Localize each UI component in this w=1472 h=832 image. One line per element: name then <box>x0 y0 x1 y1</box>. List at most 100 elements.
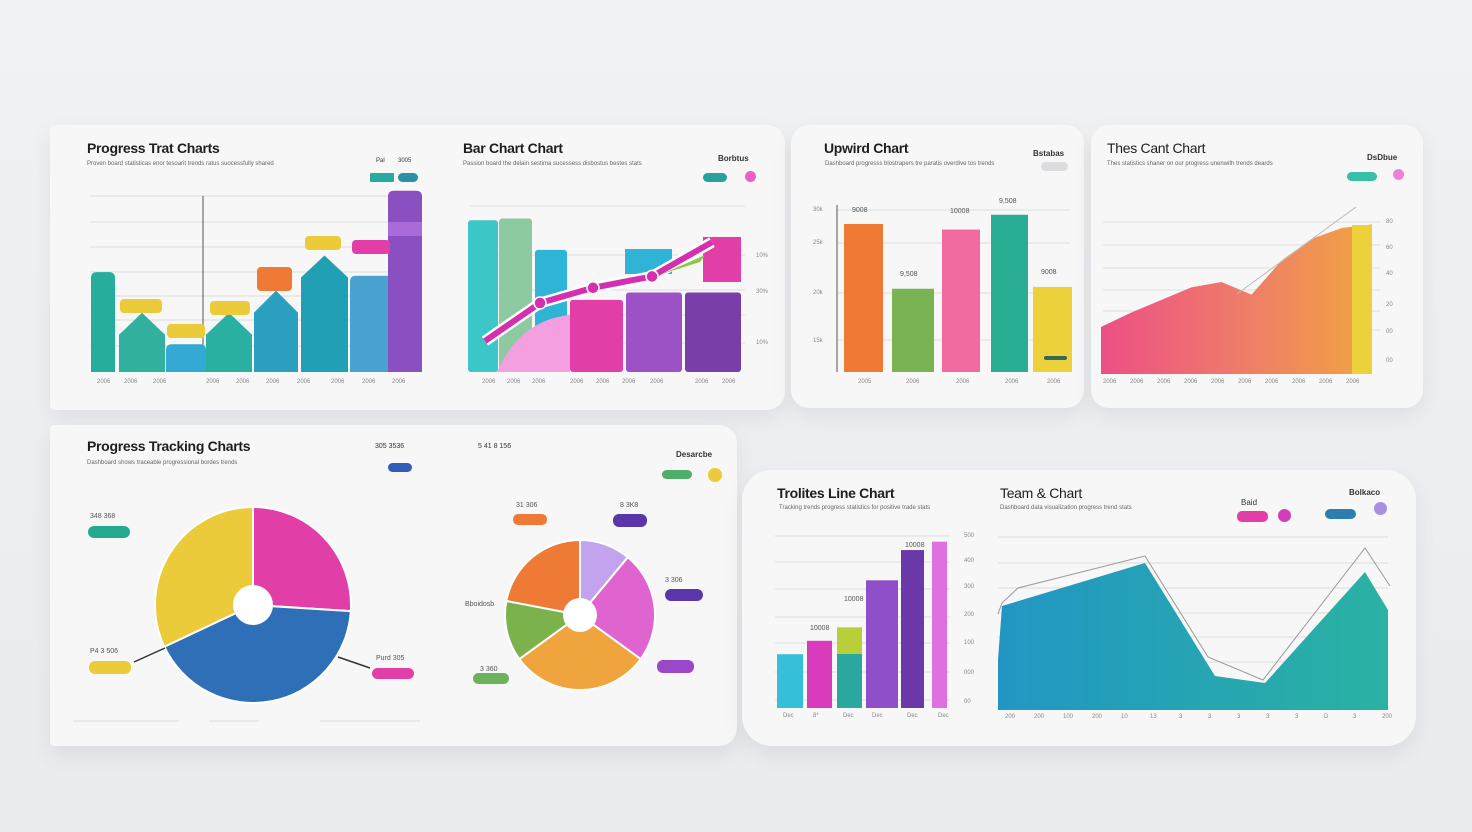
bar <box>807 640 832 708</box>
tick-label: 2006 <box>297 379 311 385</box>
legend-swatch[interactable] <box>398 173 418 182</box>
bar <box>301 255 348 372</box>
tick-label: 3 <box>1295 714 1299 720</box>
leader-line <box>133 647 166 663</box>
chart-subtitle: Proven board statisticas enor tesoarit t… <box>87 161 274 167</box>
tick-label: 8* <box>813 713 819 719</box>
pie-label-pill <box>89 661 131 674</box>
tick-label: 2006 <box>206 379 220 385</box>
legend-label: 305 3536 <box>375 443 405 450</box>
value-tag <box>352 240 390 254</box>
legend-label: Borbtus <box>718 154 749 163</box>
legend-swatch[interactable] <box>1325 509 1356 519</box>
data-label: 9008 <box>852 207 868 214</box>
tick-label: 10% <box>756 253 769 259</box>
pie-slice <box>517 613 643 691</box>
tick-label: 2006 <box>650 379 664 385</box>
data-label: 8 3K8 <box>620 502 639 509</box>
bar <box>844 224 883 372</box>
bar <box>570 299 623 372</box>
bar <box>206 312 252 372</box>
leader-line <box>337 656 371 669</box>
legend-dot[interactable] <box>1393 169 1404 180</box>
pie-slice <box>505 538 581 617</box>
bar-segment <box>837 654 862 708</box>
chart-subtitle: Dashboard data visualization progress tr… <box>1000 505 1132 511</box>
tick-label: Dec <box>783 713 794 719</box>
tick-label: 2006 <box>570 379 584 385</box>
pie-label-pill <box>513 514 547 525</box>
tick-label: 2006 <box>1346 379 1360 385</box>
area-fill <box>497 315 570 372</box>
chart-title: Progress Trat Charts <box>87 140 220 156</box>
chart-subtitle: Dashboard shows traceable progressional … <box>87 460 238 466</box>
pie-label-pill <box>657 660 694 673</box>
tick-label: 2006 <box>507 379 521 385</box>
data-label: 3 360 <box>480 666 498 673</box>
legend-swatch[interactable] <box>1237 511 1268 522</box>
bar <box>777 654 803 708</box>
tick-label: 15k <box>813 338 823 344</box>
value-tag <box>210 301 250 315</box>
tick-label: 2005 <box>858 379 872 385</box>
tick-label: 100 <box>964 640 975 646</box>
line-point <box>533 296 547 310</box>
legend-label: Baid <box>1241 498 1258 507</box>
tick-label: 2006 <box>1130 379 1144 385</box>
legend-swatch[interactable] <box>388 463 412 472</box>
data-label: 9008 <box>1041 269 1057 276</box>
tick-label: Dec <box>843 713 854 719</box>
bar-segment <box>388 222 422 236</box>
line-point <box>586 281 600 295</box>
legend-label: Bolkaco <box>1349 488 1381 497</box>
legend-dot[interactable] <box>1278 509 1291 522</box>
tick-label: 2006 <box>1184 379 1198 385</box>
tick-label: Dec <box>907 713 918 719</box>
data-label: 10008 <box>810 625 830 632</box>
area-fill <box>1101 224 1372 374</box>
data-label: P4 3 506 <box>90 648 119 655</box>
legend-swatch[interactable] <box>703 173 727 182</box>
data-label: 9,508 <box>999 198 1017 205</box>
area-fill <box>998 563 1388 710</box>
legend-swatch[interactable] <box>1041 162 1068 171</box>
legend-dot[interactable] <box>1374 502 1387 515</box>
chart-subtitle: Thes statistics shaner on our progress u… <box>1107 161 1273 167</box>
tick-label: 40 <box>1386 271 1393 277</box>
legend-swatch[interactable] <box>370 173 394 182</box>
tick-label: 2006 <box>1047 379 1061 385</box>
line-point <box>645 269 659 284</box>
legend-swatch[interactable] <box>662 470 692 479</box>
bar <box>468 220 498 372</box>
pie-label-pill <box>473 673 509 684</box>
tick-label: 60 <box>1386 245 1393 251</box>
tick-label: 3 <box>1353 714 1357 720</box>
tick-label: 200 <box>964 612 975 618</box>
data-label: 9,508 <box>900 271 918 278</box>
legend-swatch[interactable] <box>1347 172 1377 181</box>
tick-label: 2006 <box>695 379 709 385</box>
tick-label: 2006 <box>153 379 167 385</box>
bar <box>866 580 898 708</box>
tick-label: 2006 <box>266 379 280 385</box>
chart-subtitle: Tracking trends progress statistics for … <box>779 505 931 511</box>
tick-label: 300 <box>964 584 975 590</box>
chart-title: Progress Tracking Charts <box>87 438 251 454</box>
tick-label: 500 <box>964 533 975 539</box>
legend-dot[interactable] <box>708 468 722 482</box>
tick-label: 2006 <box>392 379 406 385</box>
pie-label-pill <box>613 514 647 527</box>
pie-slice <box>154 505 254 649</box>
value-tag <box>120 299 162 313</box>
data-label: 3 306 <box>665 577 683 584</box>
tick-label: 13 <box>1150 714 1157 720</box>
legend-label: Pal <box>376 158 385 164</box>
legend-dot[interactable] <box>745 171 756 182</box>
data-label: 10008 <box>905 542 925 549</box>
pie-slice <box>252 505 352 613</box>
tick-label: 100 <box>1063 714 1074 720</box>
legend-label: DsDbue <box>1367 153 1398 162</box>
chart-subtitle: Dashboard progresss blostrapers tre para… <box>825 161 995 167</box>
value-tag <box>257 267 292 291</box>
